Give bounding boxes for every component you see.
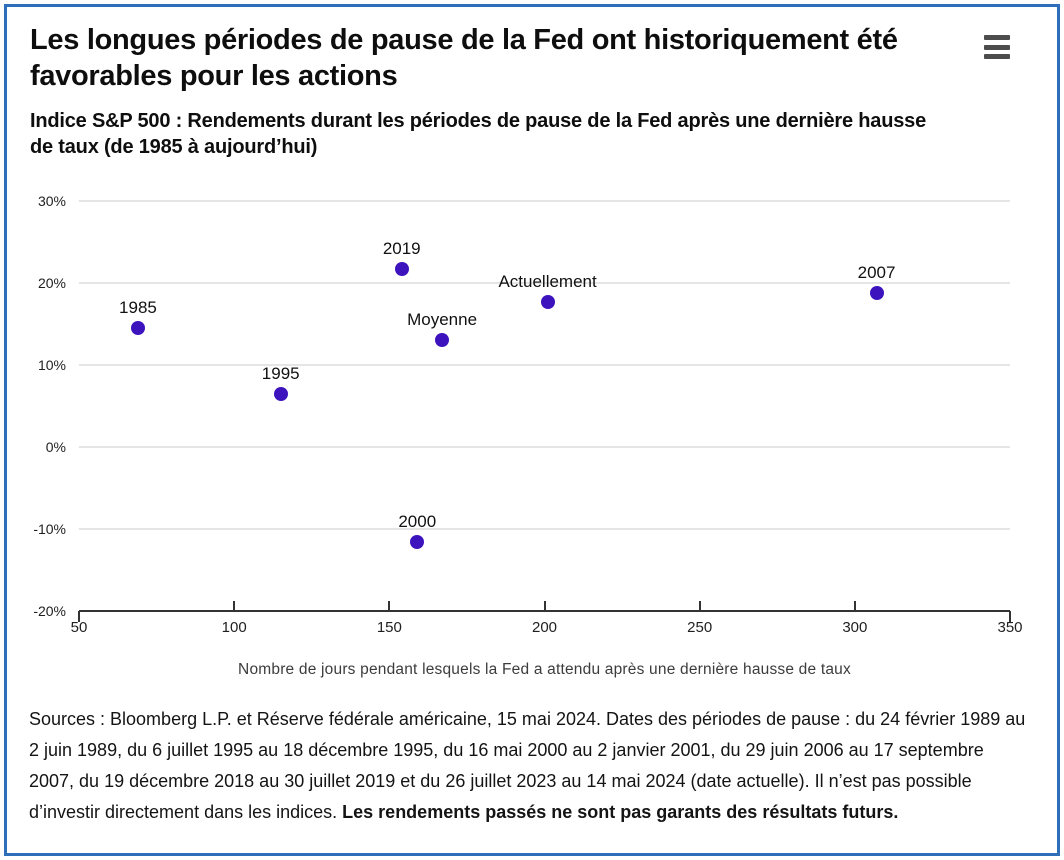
data-point-dot-actuellement — [540, 294, 555, 309]
gridline — [79, 364, 1010, 366]
data-point-dot-2000 — [410, 535, 425, 550]
y-tick-label: 20% — [37, 275, 66, 291]
x-tick-label: 300 — [842, 619, 868, 636]
x-tick-label: 250 — [687, 619, 713, 636]
chart-subtitle: Indice S&P 500 : Rendements durant les p… — [30, 110, 926, 158]
axis-tick — [543, 601, 546, 610]
x-tick-label: 150 — [376, 619, 402, 636]
gridline — [79, 200, 1010, 202]
card-border — [4, 4, 1060, 856]
data-point-label: 1995 — [261, 363, 300, 383]
x-tick-label: 350 — [997, 619, 1023, 636]
axis-end-cap — [1009, 611, 1011, 622]
data-point-label: Moyenne — [407, 309, 478, 329]
data-point-dot-1995 — [273, 386, 288, 401]
hamburger-menu-icon — [984, 54, 1010, 59]
hamburger-menu-icon — [984, 44, 1010, 50]
chart-menu-button[interactable] — [981, 32, 1013, 62]
data-point-dot-moyenne — [435, 332, 450, 347]
axis-tick — [388, 601, 391, 610]
gridline — [79, 528, 1010, 530]
gridline — [79, 446, 1010, 448]
chart-title: Les longues périodes de pause de la Fed … — [30, 24, 898, 92]
x-axis-caption: Nombre de jours pendant lesquels la Fed … — [238, 661, 851, 678]
sources-note: Sources : Bloomberg L.P. et Réserve fédé… — [29, 704, 1031, 828]
data-point-label: 1985 — [119, 298, 157, 318]
y-tick-label: 10% — [37, 357, 66, 373]
gridline — [79, 282, 1010, 284]
y-tick-label: -20% — [33, 603, 66, 619]
x-axis-line — [79, 610, 1010, 612]
axis-tick — [698, 601, 701, 610]
data-point-label: 2019 — [382, 239, 421, 259]
x-tick-label: 100 — [221, 619, 247, 636]
axis-tick — [853, 601, 856, 610]
hamburger-menu-icon — [984, 35, 1010, 40]
x-tick-label: 200 — [531, 619, 558, 636]
data-point-label: 2000 — [398, 512, 437, 532]
data-point-dot-2019 — [394, 262, 409, 277]
y-tick-label: -10% — [33, 521, 66, 537]
data-point-label: 2007 — [857, 262, 896, 282]
sources-text: Sources : Bloomberg L.P. et Réserve fédé… — [29, 709, 1026, 822]
y-tick-label: 0% — [45, 439, 66, 455]
axis-tick — [233, 601, 236, 610]
data-point-label: Actuellement — [498, 271, 597, 291]
axis-end-cap — [78, 611, 80, 622]
data-point-dot-1985 — [130, 321, 145, 336]
data-point-dot-2007 — [869, 285, 884, 300]
disclaimer-bold-text: Les rendements passés ne sont pas garant… — [342, 802, 899, 822]
x-tick-label: 50 — [70, 619, 88, 636]
y-tick-label: 30% — [37, 193, 66, 209]
